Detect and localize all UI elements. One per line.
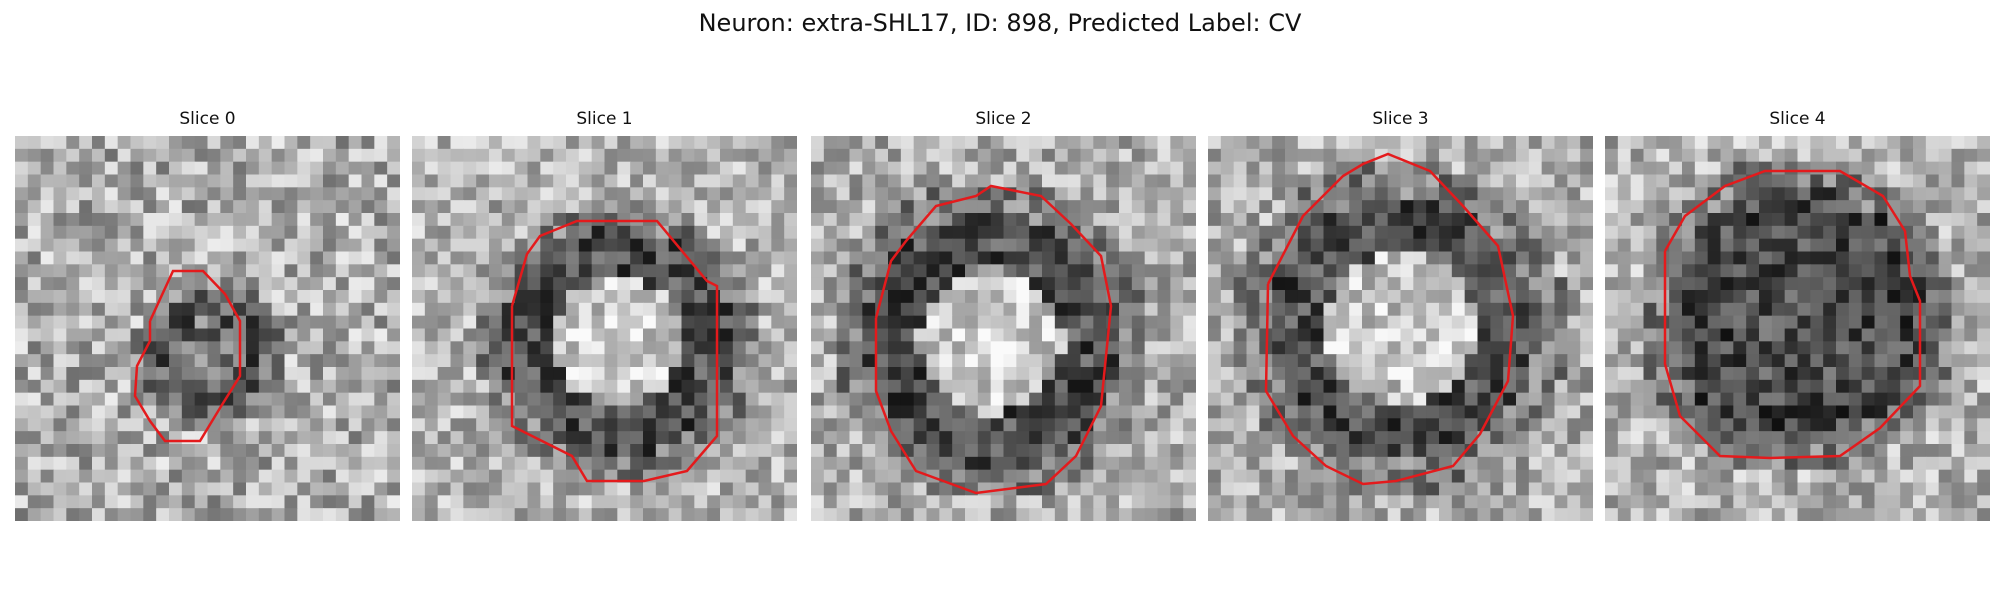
slice-panel-0: Slice 0 [15, 107, 400, 521]
slice-image [15, 136, 400, 521]
slice-panel-2: Slice 2 [811, 107, 1196, 521]
cell-contour [1264, 152, 1515, 486]
slice-title: Slice 1 [576, 109, 633, 129]
cell-contour [1663, 169, 1922, 460]
figure-title: Neuron: extra-SHL17, ID: 898, Predicted … [698, 9, 1302, 37]
slice-title: Slice 4 [1769, 109, 1826, 129]
slice-title: Slice 3 [1372, 109, 1429, 129]
slice-panel-4: Slice 4 [1605, 107, 1990, 521]
slice-image [1605, 136, 1990, 521]
slice-panel-3: Slice 3 [1208, 107, 1593, 521]
slice-title: Slice 0 [179, 109, 236, 129]
cell-contour [874, 184, 1113, 495]
slice-title: Slice 2 [975, 109, 1032, 129]
slice-panel-1: Slice 1 [412, 107, 797, 521]
slice-image [412, 136, 797, 521]
cell-contour [133, 269, 242, 443]
slice-image [811, 136, 1196, 521]
cell-contour [510, 219, 719, 483]
slice-image [1208, 136, 1593, 521]
